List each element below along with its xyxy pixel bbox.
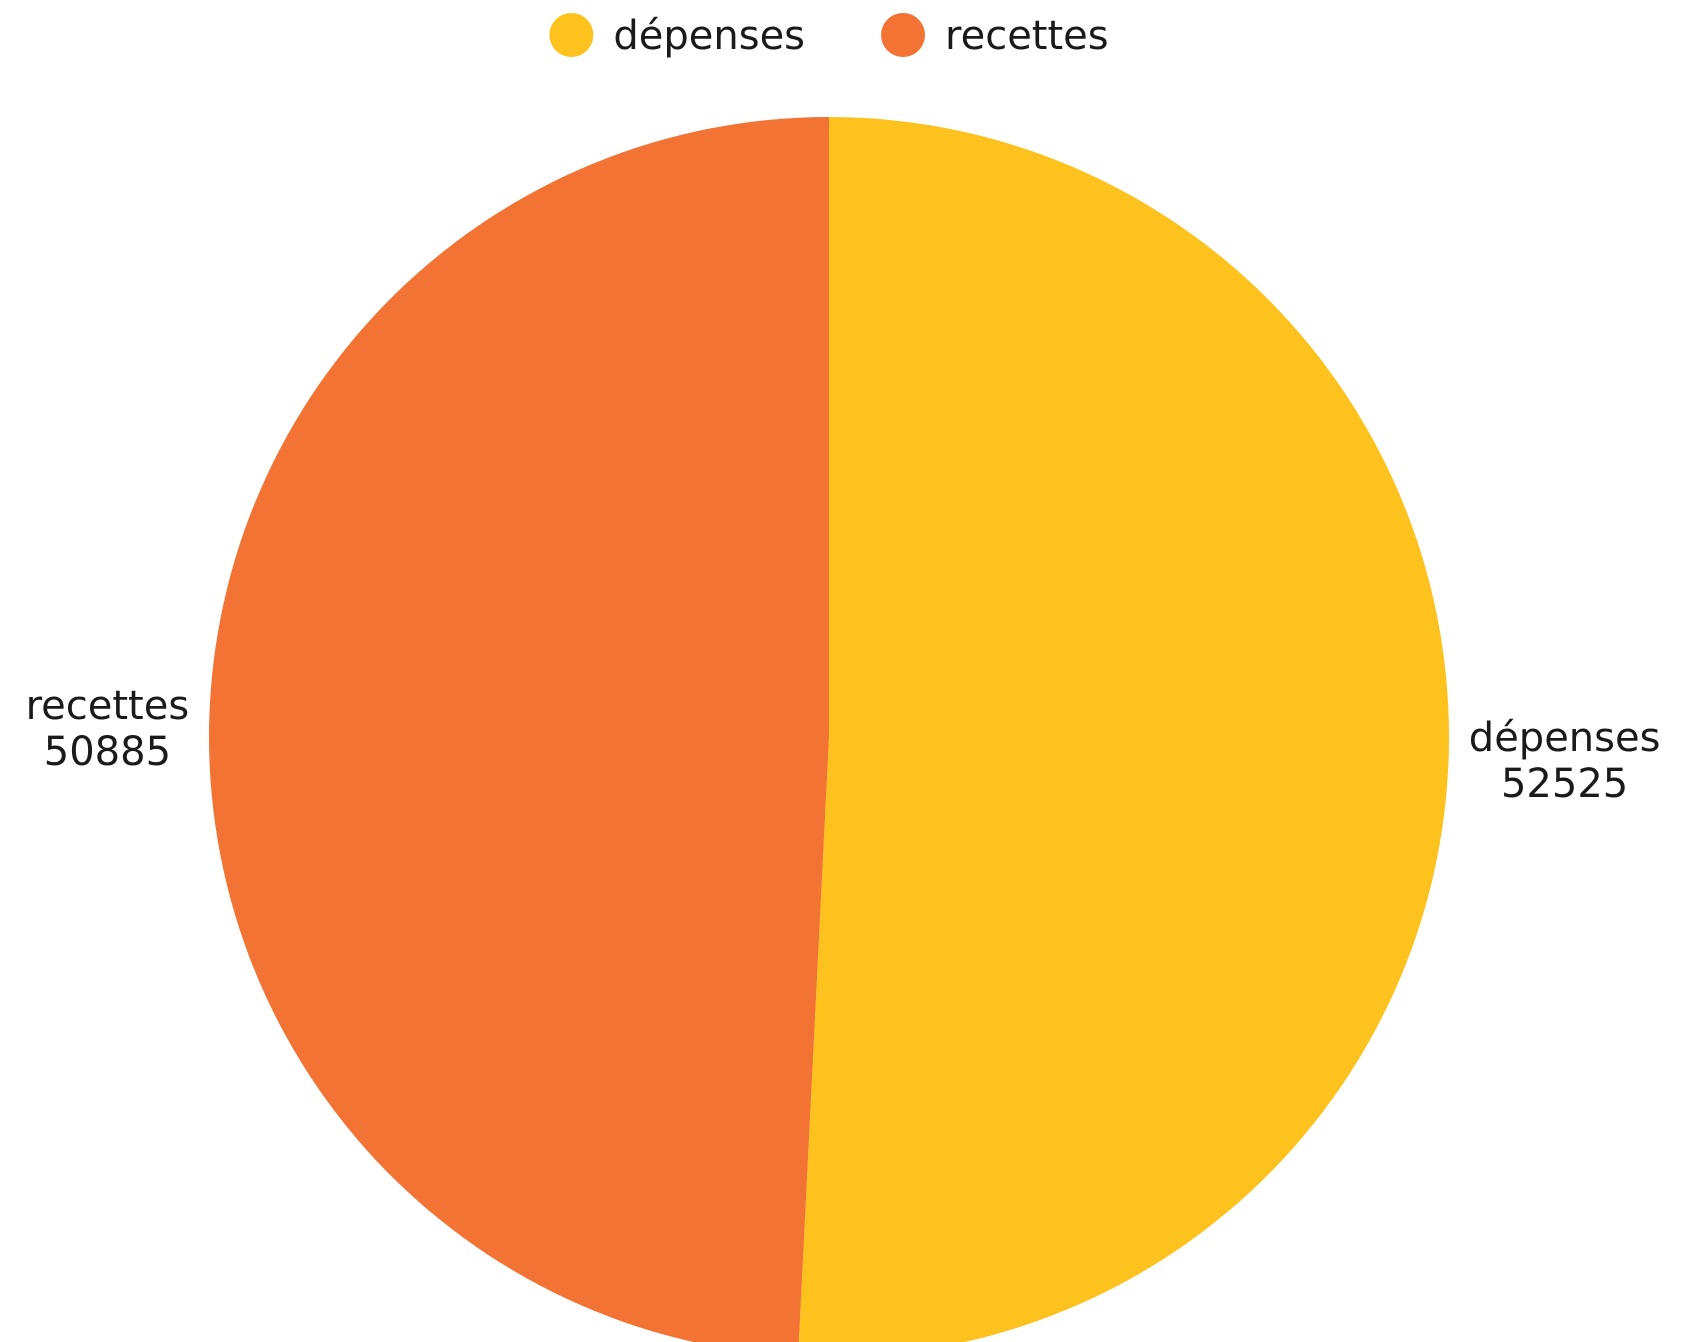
- slice-label-depenses: dépenses: [1469, 715, 1661, 761]
- slice-value-recettes: 50885: [44, 729, 171, 775]
- legend-item-depenses: dépenses: [549, 13, 805, 59]
- legend: dépenses recettes: [549, 13, 1109, 59]
- pie-slice-recettes: [209, 117, 829, 1342]
- legend-label-depenses: dépenses: [613, 13, 805, 59]
- legend-label-recettes: recettes: [945, 13, 1109, 59]
- pie-slice-depenses: [798, 117, 1449, 1342]
- pie-slices: [209, 117, 1449, 1342]
- slice-value-depenses: 52525: [1501, 761, 1628, 807]
- slice-label-recettes: recettes: [26, 683, 190, 729]
- legend-swatch-recettes: [881, 13, 926, 57]
- legend-item-recettes: recettes: [881, 13, 1109, 59]
- legend-swatch-depenses: [549, 13, 594, 57]
